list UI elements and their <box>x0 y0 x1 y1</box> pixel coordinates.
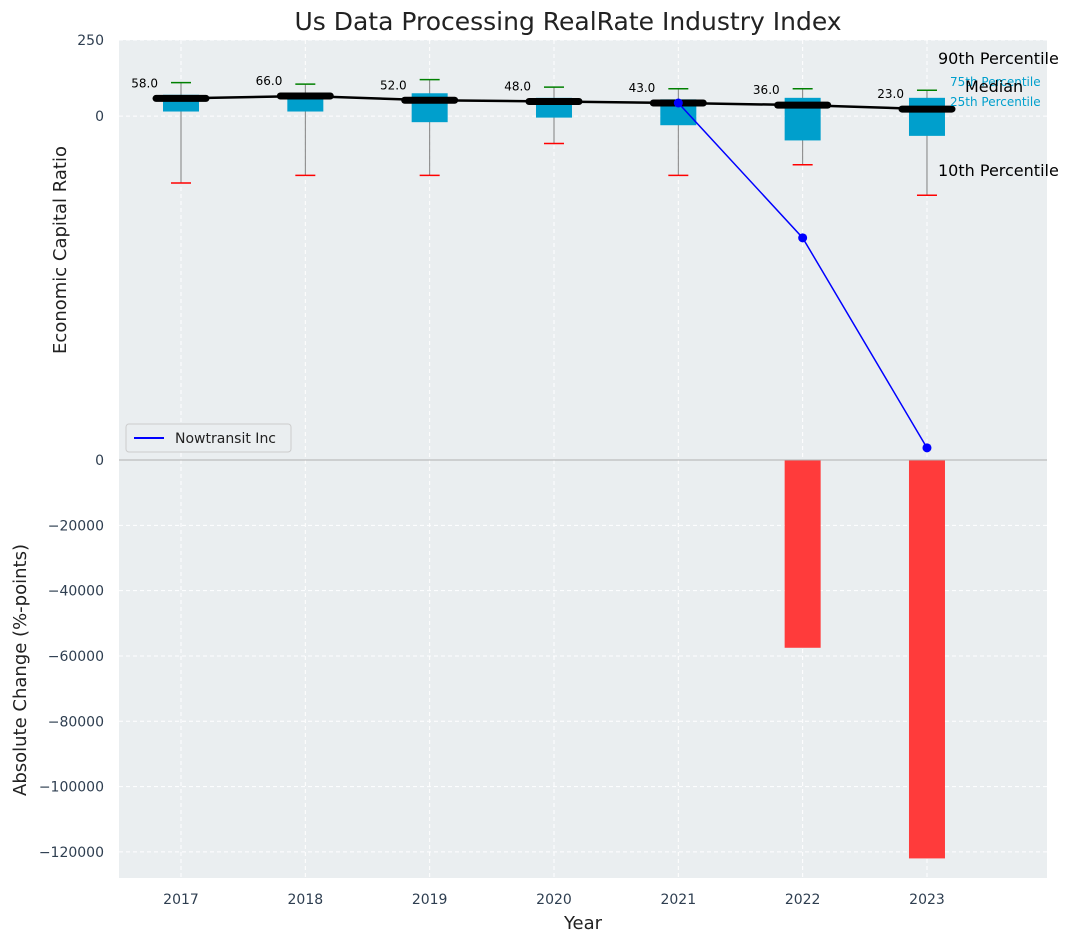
bottom-y-tick-label: −120000 <box>39 845 104 861</box>
x-tick-label: 2020 <box>536 892 572 908</box>
bottom-y-axis-label: Absolute Change (%-points) <box>10 544 31 796</box>
top-y-tick-label: 250 <box>77 33 104 49</box>
median-value-label: 43.0 <box>629 81 656 95</box>
x-tick-label: 2017 <box>163 892 199 908</box>
bottom-y-tick-label: −100000 <box>39 780 104 796</box>
company-series <box>673 98 932 453</box>
bottom-y-tick-label: −60000 <box>48 649 104 665</box>
change-bar <box>908 460 945 859</box>
bottom-y-tick-label: −20000 <box>48 518 104 534</box>
change-bar <box>784 460 821 648</box>
x-tick-label: 2022 <box>785 892 821 908</box>
axes: 250 0 0 −20000 −40000 −60000 −80000 −100000 −120… <box>39 33 1047 908</box>
x-axis-label: Year <box>563 913 603 934</box>
top-y-axis-label: Economic Capital Ratio <box>50 146 71 354</box>
annotation-p25: 25th Percentile <box>950 95 1041 109</box>
median-value-label: 36.0 <box>753 83 780 97</box>
legend-box <box>125 423 292 453</box>
annotation-median: Median <box>965 77 1023 96</box>
bottom-y-tick-label: 0 <box>95 453 104 469</box>
iqr-box <box>908 97 945 136</box>
company-point <box>673 98 683 108</box>
median-value-label: 52.0 <box>380 78 407 92</box>
median-value-label: 23.0 <box>877 87 904 101</box>
bottom-plot-area <box>119 460 1047 878</box>
x-tick-label: 2021 <box>660 892 696 908</box>
legend: Nowtransit Inc <box>125 423 292 453</box>
chart-title: Us Data Processing RealRate Industry Ind… <box>294 7 841 36</box>
company-point <box>922 443 932 453</box>
median-trend-line <box>180 94 928 111</box>
annotation-p10: 10th Percentile <box>938 161 1059 180</box>
company-point <box>798 233 808 243</box>
median-value-label: 58.0 <box>131 76 158 90</box>
x-tick-label: 2023 <box>909 892 945 908</box>
annotation-p90: 90th Percentile <box>938 49 1059 68</box>
bottom-y-tick-label: −40000 <box>48 584 104 600</box>
annotation-p75: 75th Percentile <box>950 75 1041 89</box>
bottom-y-tick-label: −80000 <box>48 714 104 730</box>
box-series: 58.0 66.0 52.0 48.0 43.0 36.0 23.0 <box>131 74 956 196</box>
legend-label: Nowtransit Inc <box>175 431 276 447</box>
x-tick-label: 2019 <box>412 892 448 908</box>
x-tick-label: 2018 <box>288 892 324 908</box>
bar-series <box>784 460 945 859</box>
median-value-label: 66.0 <box>256 74 283 88</box>
median-value-label: 48.0 <box>504 79 531 93</box>
top-y-tick-label: 0 <box>95 109 104 125</box>
